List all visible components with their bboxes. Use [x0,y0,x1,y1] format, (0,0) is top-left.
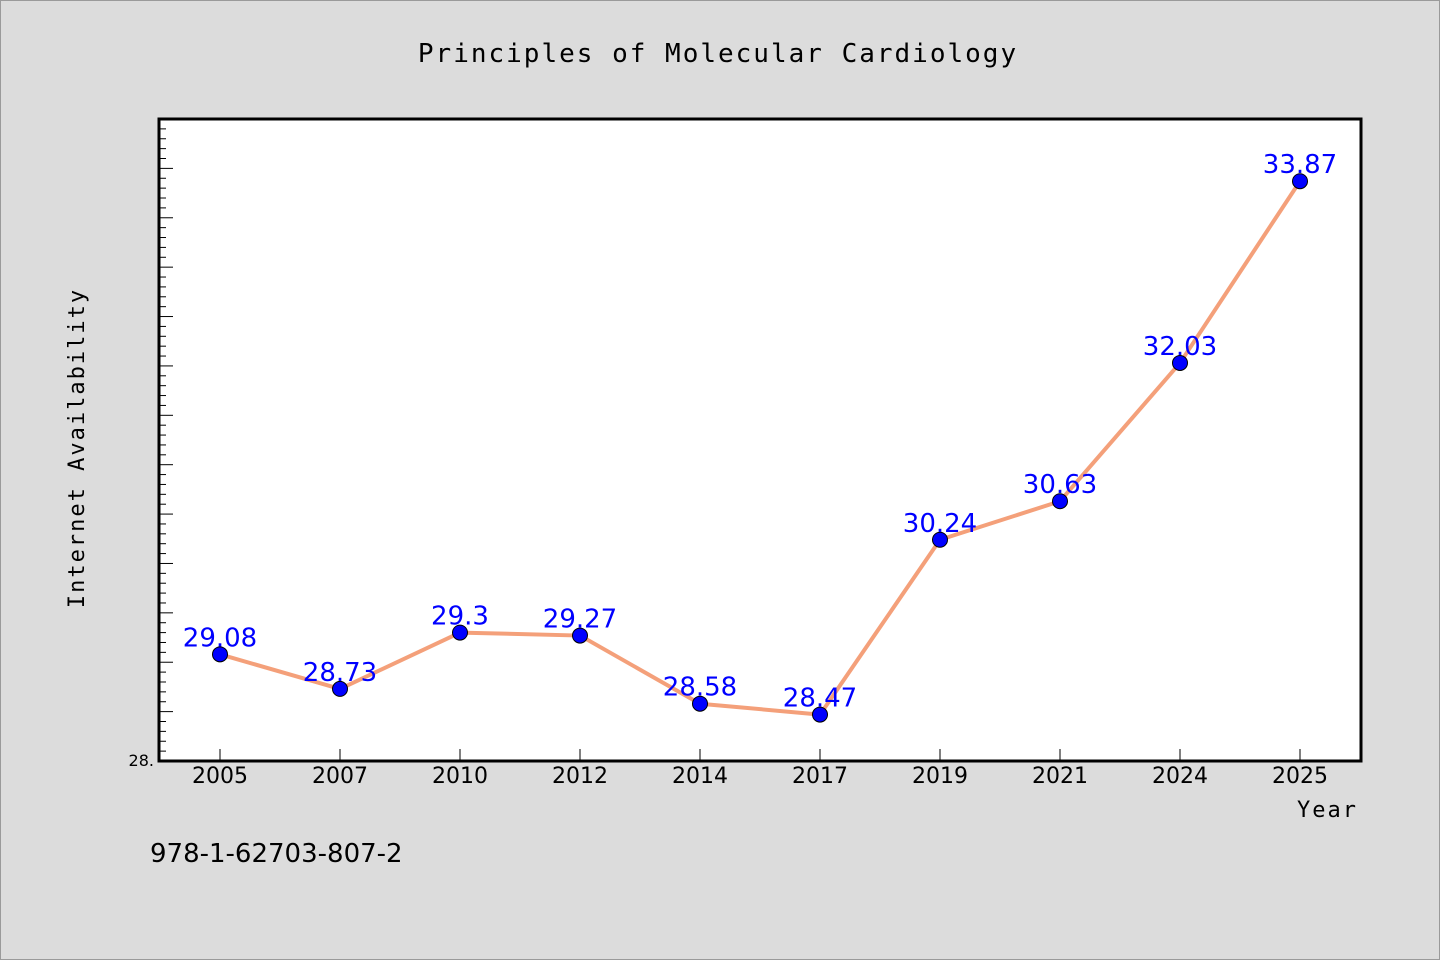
x-tick-label: 2024 [1152,764,1208,789]
y-tick-label: 28. [129,751,154,770]
x-axis-ticks: 2005 2007 2010 2012 2014 2017 2019 2021 2024 2025 [192,749,1328,789]
data-point [1052,493,1068,510]
data-point [572,627,588,644]
data-label: 33.87 [1263,150,1337,180]
data-point [452,624,468,641]
x-tick-label: 2010 [432,764,488,789]
data-label: 29.08 [183,623,257,653]
data-point [692,695,708,712]
chart-title: Principles of Molecular Cardiology [418,39,1018,69]
x-tick-label: 2012 [552,764,608,789]
data-point [812,706,828,723]
data-label: 32.03 [1143,332,1217,362]
data-labels: 29.08 28.73 29.3 29.27 28.58 28.47 30.24 30.63 3… [183,150,1337,713]
x-tick-label: 2005 [192,764,248,789]
x-tick-label: 2017 [792,764,848,789]
y-axis-label: Internet Availability [65,288,90,608]
data-label: 30.24 [903,509,977,539]
x-tick-label: 2019 [912,764,968,789]
data-label: 29.27 [543,605,617,635]
x-tick-label: 2025 [1272,764,1328,789]
data-markers [212,173,1308,723]
data-label: 28.73 [303,658,377,688]
series-line [218,179,1302,717]
data-point [932,531,948,548]
x-tick-label: 2021 [1032,764,1088,789]
data-point [1292,173,1308,190]
x-axis-label: Year [1297,798,1358,823]
data-point [1172,354,1188,371]
y-axis-ticks [159,118,173,762]
series-line-group [218,179,1302,717]
x-tick-label: 2014 [672,764,728,789]
isbn-text: 978-1-62703-807-2 [150,839,403,869]
x-tick-label: 2007 [312,764,368,789]
data-label: 29.3 [431,602,489,632]
data-label: 28.58 [663,673,737,703]
data-point [332,680,348,697]
data-label: 30.63 [1023,470,1097,500]
data-point [212,646,228,663]
data-label: 28.47 [783,684,857,714]
plot-area [157,117,1363,763]
